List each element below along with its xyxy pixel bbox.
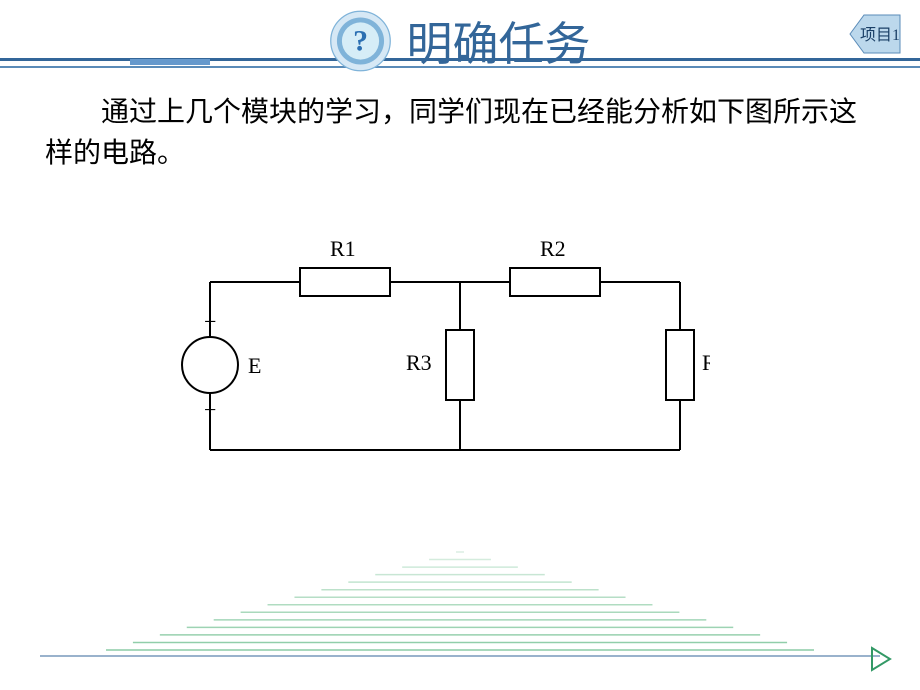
svg-text:项目1: 项目1 <box>860 27 900 44</box>
svg-text:R4: R4 <box>702 350 710 375</box>
svg-text:R1: R1 <box>330 236 356 261</box>
project-badge: 项目1 <box>840 10 910 58</box>
svg-text:?: ? <box>353 24 368 57</box>
svg-text:−: − <box>204 397 216 422</box>
svg-text:R2: R2 <box>540 236 566 261</box>
circuit-diagram: E + − R1 R2 R3 R4 <box>150 200 710 490</box>
header-accent-segment <box>130 59 210 65</box>
title-group: ? 明确任务 <box>330 8 591 74</box>
slide-title: 明确任务 <box>407 8 591 74</box>
svg-text:R3: R3 <box>406 350 432 375</box>
paragraph-text: 通过上几个模块的学习，同学们现在已经能分析如下图所示这样的电路。 <box>45 97 857 169</box>
next-nav-icon[interactable] <box>866 644 896 674</box>
question-icon: ? <box>330 10 392 72</box>
svg-text:E: E <box>248 353 261 378</box>
intro-paragraph: 通过上几个模块的学习，同学们现在已经能分析如下图所示这样的电路。 <box>45 93 875 174</box>
svg-text:+: + <box>204 309 216 334</box>
bottom-triangle-deco <box>0 540 920 670</box>
slide-header: ? 明确任务 项目1 <box>0 0 920 75</box>
